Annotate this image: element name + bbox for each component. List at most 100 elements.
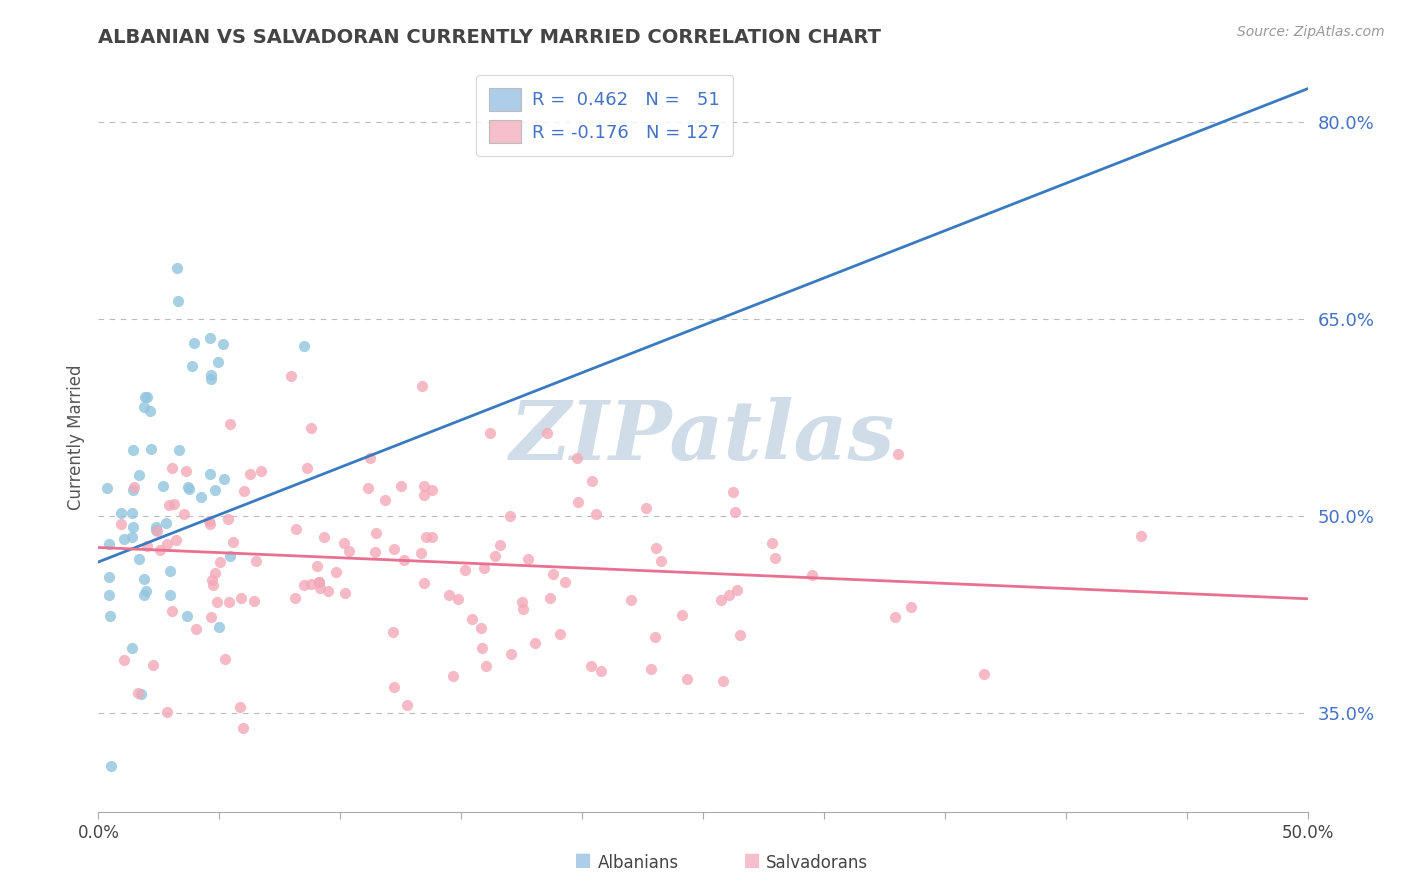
Text: Source: ZipAtlas.com: Source: ZipAtlas.com <box>1237 25 1385 39</box>
Point <box>516 552 538 566</box>
Legend: R =  0.462   N =   51, R = -0.176   N = 127: R = 0.462 N = 51, R = -0.176 N = 127 <box>477 75 733 156</box>
Point <box>284 522 307 536</box>
Point <box>447 591 470 606</box>
Point <box>152 479 174 493</box>
Point <box>197 514 219 528</box>
Point <box>589 664 612 678</box>
Point <box>166 293 188 308</box>
Point <box>156 706 179 720</box>
Point <box>97 569 120 583</box>
Text: ■: ■ <box>576 848 591 872</box>
Point <box>900 600 922 615</box>
Point <box>98 588 121 602</box>
Point <box>284 591 307 605</box>
Point <box>441 669 464 683</box>
Y-axis label: Currently Married: Currently Married <box>66 364 84 510</box>
Point <box>208 555 231 569</box>
Point <box>395 698 418 712</box>
Point <box>156 537 179 551</box>
Point <box>510 594 533 608</box>
Point <box>382 542 405 557</box>
Point <box>671 607 693 622</box>
Point <box>299 576 322 591</box>
Text: Salvadorans: Salvadorans <box>766 855 869 872</box>
Point <box>121 483 143 498</box>
Point <box>461 612 484 626</box>
Point <box>239 467 262 482</box>
Point <box>711 673 734 688</box>
Point <box>201 574 224 588</box>
Point <box>217 512 239 526</box>
Point <box>389 479 412 493</box>
Point <box>634 500 657 515</box>
Point <box>204 483 226 497</box>
Point <box>208 620 231 634</box>
Point <box>122 442 145 457</box>
Point <box>173 507 195 521</box>
Point <box>214 652 236 666</box>
Point <box>381 624 404 639</box>
Point <box>200 368 222 383</box>
Point <box>454 563 477 577</box>
Point <box>292 339 315 353</box>
Point <box>231 591 253 605</box>
Point <box>122 480 145 494</box>
Point <box>312 531 335 545</box>
Point <box>112 532 135 546</box>
Point <box>761 535 783 549</box>
Point <box>333 536 356 550</box>
Point <box>245 554 267 568</box>
Point <box>650 554 672 568</box>
Text: ■: ■ <box>745 848 759 872</box>
Point <box>201 578 224 592</box>
Point <box>132 401 155 415</box>
Point <box>382 680 405 694</box>
Point <box>184 622 207 636</box>
Point <box>973 667 995 681</box>
Point <box>190 490 212 504</box>
Point <box>413 576 436 591</box>
Point <box>710 593 733 607</box>
Point <box>359 451 381 466</box>
Point <box>200 610 222 624</box>
Point <box>308 575 330 590</box>
Point <box>307 559 329 574</box>
Point <box>142 658 165 673</box>
Point <box>543 566 565 581</box>
Point <box>160 604 183 618</box>
Point <box>280 369 302 384</box>
Point <box>121 641 143 656</box>
Point <box>128 467 150 482</box>
Point <box>478 425 501 440</box>
Point <box>316 583 339 598</box>
Point <box>98 608 121 623</box>
Point <box>536 426 558 441</box>
Point <box>374 492 396 507</box>
Point <box>97 537 120 551</box>
Point <box>139 442 162 456</box>
Point <box>121 506 143 520</box>
Text: ALBANIAN VS SALVADORAN CURRENTLY MARRIED CORRELATION CHART: ALBANIAN VS SALVADORAN CURRENTLY MARRIED… <box>98 28 882 47</box>
Point <box>884 610 907 624</box>
Point <box>136 539 159 553</box>
Point <box>100 759 122 773</box>
Point <box>128 552 150 566</box>
Point <box>162 461 184 475</box>
Point <box>565 450 588 465</box>
Point <box>470 640 492 655</box>
Point <box>548 627 571 641</box>
Point <box>228 700 250 714</box>
Point <box>134 587 156 601</box>
Point <box>524 636 547 650</box>
Point <box>800 567 823 582</box>
Point <box>585 507 607 521</box>
Point <box>183 335 205 350</box>
Point <box>725 583 748 598</box>
Point <box>176 608 198 623</box>
Point <box>136 391 159 405</box>
Point <box>308 581 330 595</box>
Point <box>412 488 434 502</box>
Point <box>200 372 222 386</box>
Point <box>181 359 204 373</box>
Point <box>567 495 589 509</box>
